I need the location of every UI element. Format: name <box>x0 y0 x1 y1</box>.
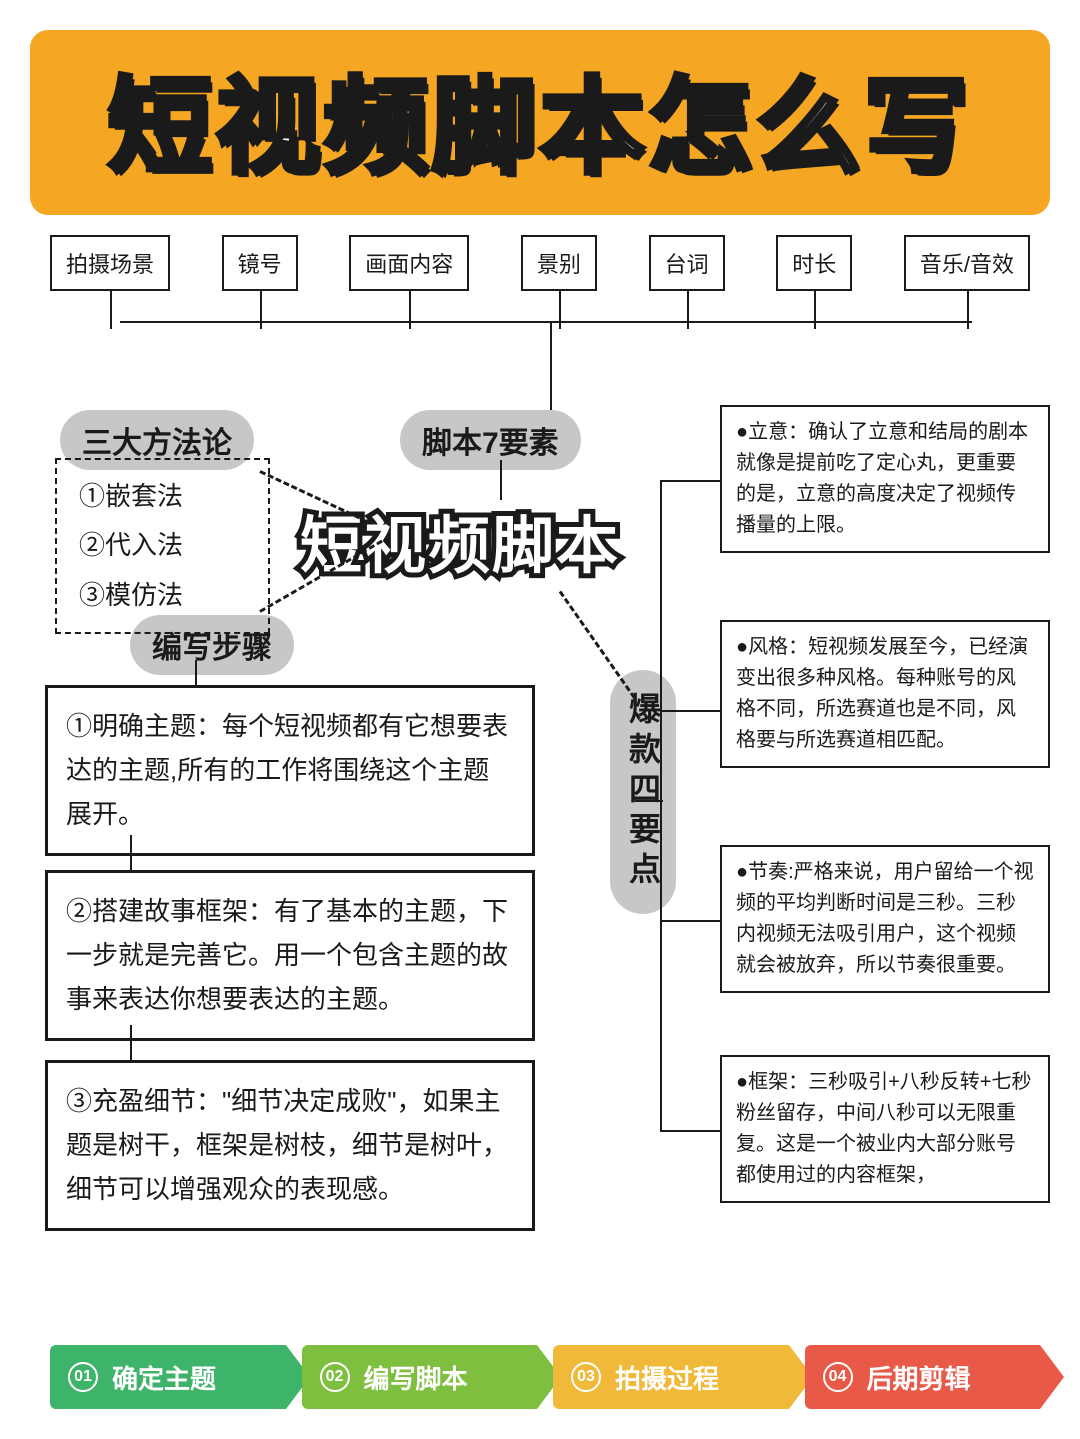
element-box: 时长 <box>776 235 852 291</box>
step-box-3: ③充盈细节："细节决定成败"，如果主题是树干，框架是树枝，细节是树叶，细节可以增… <box>45 1060 535 1231</box>
connector-line <box>635 800 663 802</box>
process-num: 03 <box>571 1362 601 1392</box>
process-step-1: 01 确定主题 <box>50 1345 286 1409</box>
connector-line <box>195 660 197 688</box>
element-box: 画面内容 <box>349 235 469 291</box>
element-box: 音乐/音效 <box>904 235 1030 291</box>
connector-line <box>500 460 502 500</box>
center-hub: 短视频脚本 <box>300 495 620 585</box>
connector-line <box>660 480 720 482</box>
title-banner: 短视频脚本怎么写 <box>30 30 1050 215</box>
process-row: 01 确定主题 02 编写脚本 03 拍摄过程 04 后期剪辑 <box>50 1345 1040 1409</box>
pill-seven-elements: 脚本7要素 <box>400 410 581 470</box>
connector-line <box>660 710 720 712</box>
element-box: 景别 <box>521 235 597 291</box>
process-step-2: 02 编写脚本 <box>302 1345 538 1409</box>
process-step-3: 03 拍摄过程 <box>553 1345 789 1409</box>
method-item: ③模仿法 <box>79 571 252 620</box>
connector-line <box>130 835 132 873</box>
connector-dash <box>559 591 636 699</box>
step-box-1: ①明确主题：每个短视频都有它想要表达的主题,所有的工作将围绕这个主题展开。 <box>45 685 535 856</box>
pill-four-points: 爆款四要点 <box>610 670 676 914</box>
method-item: ①嵌套法 <box>79 472 252 521</box>
process-num: 04 <box>823 1362 853 1392</box>
connector-line <box>120 321 972 323</box>
point-box-1: ●立意：确认了立意和结局的剧本就像是提前吃了定心丸，更重要的是，立意的高度决定了… <box>720 405 1050 553</box>
process-label: 确定主题 <box>112 1359 216 1396</box>
process-num: 02 <box>320 1362 350 1392</box>
element-box: 拍摄场景 <box>50 235 170 291</box>
methods-box: ①嵌套法 ②代入法 ③模仿法 <box>55 458 270 634</box>
process-step-4: 04 后期剪辑 <box>805 1345 1041 1409</box>
process-label: 编写脚本 <box>364 1359 468 1396</box>
process-label: 拍摄过程 <box>615 1359 719 1396</box>
connector-line <box>660 920 720 922</box>
point-box-3: ●节奏:严格来说，用户留给一个视频的平均判断时间是三秒。三秒内视频无法吸引用户，… <box>720 845 1050 993</box>
step-box-2: ②搭建故事框架：有了基本的主题，下一步就是完善它。用一个包含主题的故事来表达你想… <box>45 870 535 1041</box>
elements-row: 拍摄场景 镜号 画面内容 景别 台词 时长 音乐/音效 <box>50 235 1030 291</box>
point-box-4: ●框架：三秒吸引+八秒反转+七秒粉丝留存，中间八秒可以无限重复。这是一个被业内大… <box>720 1055 1050 1203</box>
connector-line <box>660 480 662 1132</box>
method-item: ②代入法 <box>79 521 252 570</box>
element-box: 台词 <box>649 235 725 291</box>
process-label: 后期剪辑 <box>867 1359 971 1396</box>
connector-line <box>660 1130 720 1132</box>
page-title: 短视频脚本怎么写 <box>30 42 1050 193</box>
element-box: 镜号 <box>222 235 298 291</box>
connector-line <box>130 1025 132 1063</box>
process-num: 01 <box>68 1362 98 1392</box>
point-box-2: ●风格：短视频发展至今，已经演变出很多种风格。每种账号的风格不同，所选赛道也是不… <box>720 620 1050 768</box>
